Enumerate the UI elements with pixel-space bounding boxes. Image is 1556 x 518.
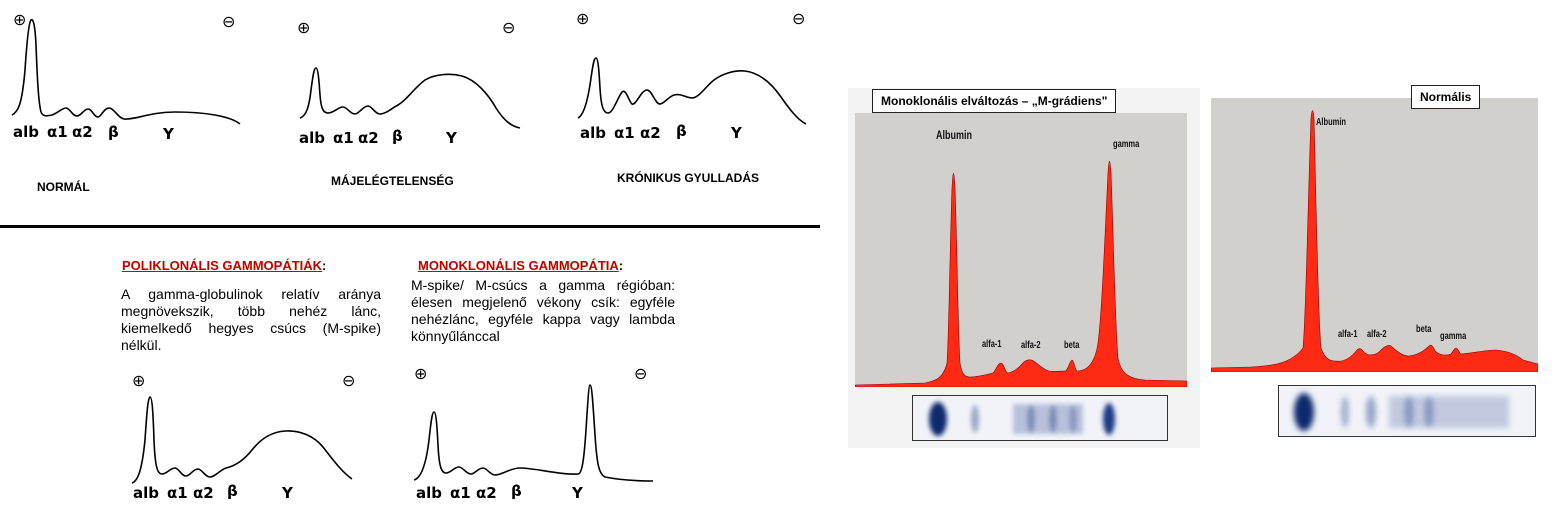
label-alpha2: α2 (640, 124, 661, 142)
densitometry-plot (1211, 98, 1538, 372)
minus-pole-icon: ⊖ (502, 18, 516, 37)
densitometry-plot (855, 113, 1187, 387)
description-monoclonal: M-spike/ M-csúcs a gamma régióban: élese… (411, 277, 675, 344)
label-alfa2: alfa-2 (1367, 329, 1387, 340)
heading-text: MONOKLONÁLIS GAMMOPÁTIA (418, 258, 619, 273)
label-alpha1: α1 (333, 129, 354, 147)
label-gamma: Y (731, 124, 742, 142)
label-alb: alb (13, 123, 40, 141)
label-gamma: Y (282, 484, 293, 502)
densitometry-trace (1211, 110, 1538, 372)
trace-normal (11, 18, 241, 125)
densitometry-trace (855, 160, 1187, 387)
label-beta: beta (1416, 324, 1432, 335)
panel-title: Monoklonális elváltozás – „M-grádiens" (872, 89, 1117, 113)
plus-pole-icon: ⊕ (13, 10, 27, 29)
label-gamma: Y (572, 484, 583, 502)
label-gamma: Y (163, 125, 174, 143)
label-alpha1: α1 (450, 484, 471, 502)
photo-panel-normal: Normális Albumin alfa-1 alfa-2 beta gamm… (1205, 82, 1545, 442)
label-alpha1: α1 (614, 124, 635, 142)
section-divider (0, 225, 820, 228)
label-albumin: Albumin (1316, 117, 1346, 128)
label-beta: β (108, 123, 119, 141)
plus-pole-icon: ⊕ (297, 18, 311, 37)
label-alpha2: α2 (193, 484, 214, 502)
trace-polyclonal (131, 396, 353, 484)
heading-polyclonal: POLIKLONÁLIS GAMMOPÁTIÁK: (122, 259, 326, 272)
label-albumin: Albumin (936, 128, 972, 142)
minus-pole-icon: ⊖ (222, 12, 236, 31)
label-alb: alb (580, 124, 607, 142)
label-alb: alb (299, 129, 326, 147)
minus-pole-icon: ⊖ (792, 9, 806, 28)
label-alpha1: α1 (47, 123, 68, 141)
plus-pole-icon: ⊕ (414, 364, 428, 383)
gel-strip (1278, 385, 1536, 437)
label-alpha2: α2 (358, 129, 379, 147)
pattern-name: KRÓNIKUS GYULLADÁS (617, 171, 760, 185)
label-alfa1: alfa-1 (982, 339, 1002, 350)
gel-bands (1294, 393, 1509, 431)
gel-bands (929, 402, 1115, 436)
photo-panel-monoclonal: Monoklonális elváltozás – „M-grádiens" A… (848, 88, 1200, 448)
label-alb: alb (416, 484, 443, 502)
label-beta: β (392, 127, 403, 145)
label-alpha2: α2 (476, 484, 497, 502)
label-alpha1: α1 (167, 484, 188, 502)
label-gamma: gamma (1440, 331, 1467, 342)
heading-colon: : (322, 258, 327, 273)
label-alfa1: alfa-1 (1338, 329, 1358, 340)
label-beta: β (511, 482, 522, 500)
description-polyclonal: A gamma-globulinok relatív aránya megnöv… (121, 286, 381, 353)
heading-monoclonal: MONOKLONÁLIS GAMMOPÁTIA: (418, 259, 623, 272)
minus-pole-icon: ⊖ (634, 364, 648, 383)
plus-pole-icon: ⊕ (132, 371, 146, 390)
pattern-name: NORMÁL (37, 180, 90, 194)
label-alfa2: alfa-2 (1021, 340, 1041, 351)
gel-strip (912, 395, 1168, 441)
trace-chronic-inflammation (577, 57, 807, 125)
heading-colon: : (618, 258, 624, 273)
plus-pole-icon: ⊕ (576, 9, 590, 28)
label-alb: alb (133, 484, 160, 502)
label-beta: β (227, 482, 238, 500)
pattern-name: MÁJELÉGTELENSÉG (331, 174, 454, 188)
trace-monoclonal (413, 384, 654, 482)
label-gamma: gamma (1113, 139, 1140, 150)
label-alpha2: α2 (72, 123, 93, 141)
heading-text: POLIKLONÁLIS GAMMOPÁTIÁK (122, 258, 323, 273)
minus-pole-icon: ⊖ (342, 371, 356, 390)
panel-title: Normális (1411, 85, 1481, 109)
trace-liver-failure (299, 67, 521, 129)
label-gamma: Y (446, 129, 457, 147)
label-beta: β (676, 122, 687, 140)
label-beta: beta (1064, 340, 1080, 351)
